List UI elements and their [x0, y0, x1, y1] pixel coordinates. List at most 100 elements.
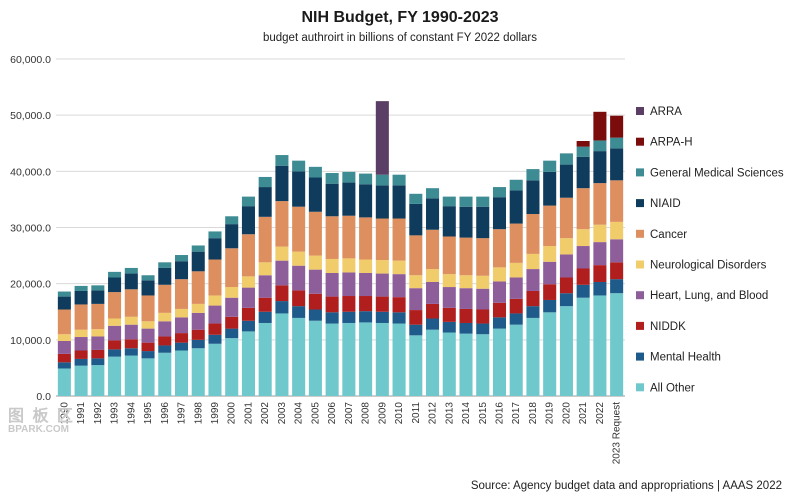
bar-segment — [275, 246, 289, 261]
bar-segment — [57, 334, 71, 341]
legend-label: NIAID — [650, 198, 681, 210]
bar-segment — [476, 206, 490, 239]
bar-segment — [576, 268, 590, 285]
source-note: Source: Agency budget data and appropria… — [470, 480, 782, 492]
bar-segment — [174, 261, 189, 280]
bar-segment — [174, 333, 189, 343]
bar-segment — [442, 307, 456, 322]
bar-segment — [241, 276, 255, 288]
x-tick-label: 2018 — [528, 402, 539, 425]
bar-segment — [543, 299, 557, 313]
bar-segment — [559, 293, 573, 307]
bar-segment — [258, 187, 272, 217]
bar-segment — [108, 340, 122, 350]
bar-segment — [576, 156, 590, 189]
bar-segment — [392, 260, 406, 275]
y-tick-label: 10,000.0 — [10, 335, 51, 347]
bar-segment — [275, 201, 289, 247]
bar-segment — [57, 368, 71, 396]
bar-segment — [392, 274, 406, 298]
bar-segment — [543, 284, 557, 300]
bar-segment — [476, 288, 490, 310]
bar-segment — [91, 303, 105, 330]
bar-segment — [292, 317, 306, 396]
bar-segment — [476, 309, 490, 324]
bar-segment — [559, 164, 573, 198]
bar-segment — [308, 309, 322, 321]
bar-segment — [593, 242, 607, 266]
bar-segment — [225, 338, 239, 396]
bar-segment — [342, 272, 356, 297]
bar-segment — [174, 279, 189, 309]
x-tick-label: 2005 — [310, 402, 321, 425]
bar-segment — [258, 176, 272, 188]
bar-segment — [610, 180, 624, 222]
x-tick-label: 2017 — [511, 402, 522, 425]
legend-swatch — [636, 199, 644, 208]
bar-segment — [275, 285, 289, 302]
bar-segment — [426, 303, 440, 319]
bar-segment — [141, 280, 155, 296]
bar-segment — [543, 205, 557, 247]
bar-segment — [409, 335, 423, 396]
legend-swatch — [636, 168, 644, 177]
bar-segment — [241, 331, 255, 396]
bar-segment — [342, 215, 356, 259]
bar-segment — [359, 184, 373, 218]
bar-segment — [74, 304, 88, 330]
bar-segment — [576, 141, 590, 147]
bar-segment — [225, 216, 239, 225]
bar-segment — [392, 185, 406, 219]
bar-segment — [509, 190, 523, 224]
bar-segment — [124, 273, 138, 290]
bar-segment — [108, 325, 122, 341]
x-tick-label: 2009 — [377, 402, 388, 425]
bar-segment — [258, 311, 272, 323]
bar-segment — [292, 251, 306, 266]
bar-segment — [559, 238, 573, 255]
bar-segment — [576, 229, 590, 247]
bar-segment — [141, 342, 155, 352]
bar-segment — [174, 308, 189, 318]
y-tick-label: 0.0 — [36, 391, 51, 403]
bar-segment — [442, 321, 456, 333]
bar-segment — [543, 312, 557, 396]
bar-segment — [509, 313, 523, 325]
bar-segment — [426, 329, 440, 396]
bar-segment — [610, 137, 624, 149]
bar-segment — [292, 265, 306, 291]
bar-segment — [359, 311, 373, 323]
bar-segment — [526, 317, 540, 396]
bar-segment — [308, 177, 322, 212]
x-tick-label: 2012 — [428, 402, 439, 425]
chart-subtitle: budget authroirt in billions of constant… — [262, 32, 538, 44]
bar-segment — [191, 251, 205, 272]
legend-swatch — [636, 229, 644, 238]
bar-segment — [225, 224, 239, 249]
x-tick-label: 2004 — [294, 402, 305, 425]
bar-segment — [57, 353, 71, 363]
bar-segment — [174, 317, 189, 334]
bar-segment — [459, 308, 473, 323]
legend: ARRA ARPA-H General Medical Sciences NIAID C… — [636, 106, 784, 394]
bar-segment — [459, 288, 473, 309]
bar-segment — [308, 293, 322, 310]
legend-swatch — [636, 260, 644, 269]
bar-segment — [459, 275, 473, 289]
bar-segment — [426, 318, 440, 330]
x-tick-label: 1998 — [193, 402, 204, 425]
legend-label: Mental Health — [650, 352, 721, 364]
bar-segment — [275, 313, 289, 396]
bar-segment — [409, 193, 423, 204]
bar-segment — [74, 337, 88, 351]
bar-segment — [74, 358, 88, 366]
bar-segment — [91, 329, 105, 337]
bar-segment — [57, 362, 71, 369]
bar-segment — [426, 281, 440, 304]
bar-segment — [57, 296, 71, 310]
bar-segment — [492, 187, 507, 198]
y-tick-label: 50,000.0 — [10, 110, 51, 122]
bar-segment — [158, 321, 172, 337]
bar-segment — [292, 160, 306, 172]
